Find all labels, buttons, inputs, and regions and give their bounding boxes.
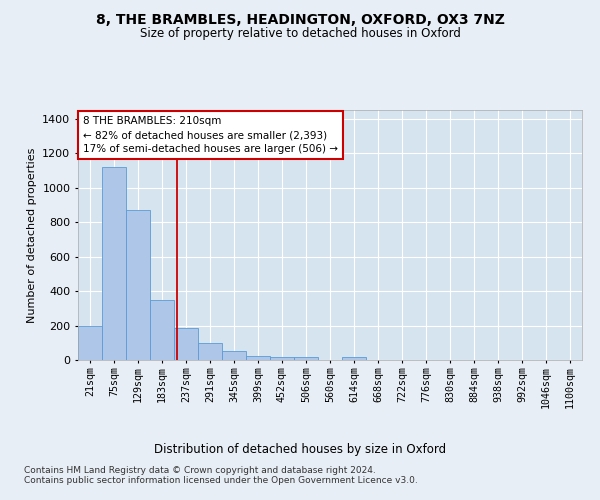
Bar — [102, 167, 126, 360]
Bar — [270, 356, 294, 360]
Bar — [174, 328, 198, 360]
Bar — [294, 356, 318, 360]
Bar — [150, 300, 174, 360]
Text: Contains HM Land Registry data © Crown copyright and database right 2024.: Contains HM Land Registry data © Crown c… — [24, 466, 376, 475]
Y-axis label: Number of detached properties: Number of detached properties — [26, 148, 37, 322]
Text: Distribution of detached houses by size in Oxford: Distribution of detached houses by size … — [154, 442, 446, 456]
Text: 8, THE BRAMBLES, HEADINGTON, OXFORD, OX3 7NZ: 8, THE BRAMBLES, HEADINGTON, OXFORD, OX3… — [95, 12, 505, 26]
Bar — [126, 210, 150, 360]
Bar — [222, 352, 246, 360]
Text: Size of property relative to detached houses in Oxford: Size of property relative to detached ho… — [140, 28, 460, 40]
Bar — [246, 356, 270, 360]
Bar — [78, 326, 102, 360]
Bar — [198, 343, 222, 360]
Bar — [342, 358, 366, 360]
Text: Contains public sector information licensed under the Open Government Licence v3: Contains public sector information licen… — [24, 476, 418, 485]
Text: 8 THE BRAMBLES: 210sqm
← 82% of detached houses are smaller (2,393)
17% of semi-: 8 THE BRAMBLES: 210sqm ← 82% of detached… — [83, 116, 338, 154]
